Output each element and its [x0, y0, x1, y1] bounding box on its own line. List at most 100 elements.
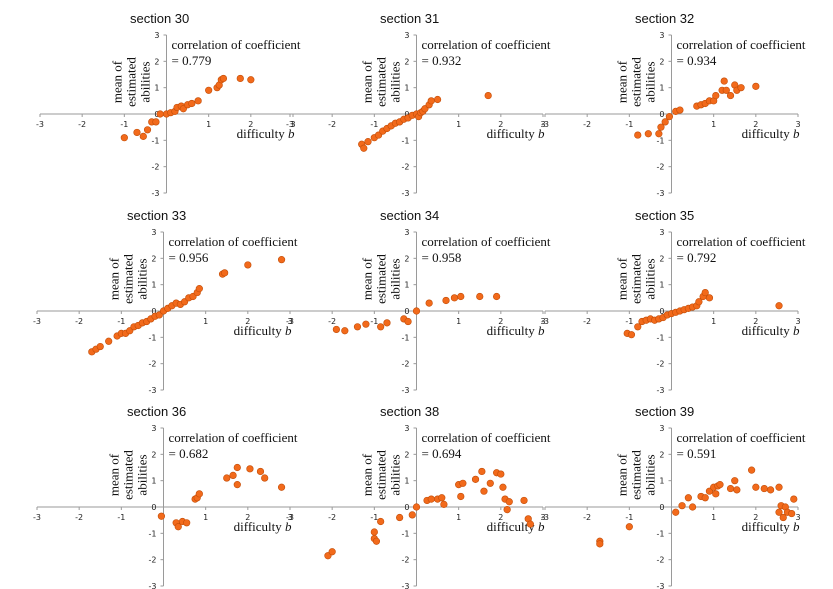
correlation-label: correlation of coefficient [422, 37, 551, 52]
y-tick-label: -2 [402, 360, 410, 369]
chart-panel-7: section 38 -3 -2 -1 1 2 3 3 2 1 0 -1 -2 -3 mean ofesti… [286, 404, 551, 589]
y-axis-label-line: abilities [135, 454, 150, 495]
data-point [737, 84, 745, 92]
data-point [493, 292, 501, 301]
data-point [408, 511, 416, 519]
x-axis-label-word: difficulty [487, 323, 538, 338]
x-tick-label: 1 [711, 120, 716, 129]
y-tick-label: 3 [404, 424, 409, 433]
x-tick-label: 3 [795, 120, 800, 129]
chart-title: section 34 [380, 208, 439, 223]
y-axis-label: mean ofestimatedabilities [615, 57, 658, 107]
data-point [684, 494, 692, 502]
data-point [223, 474, 231, 482]
data-point [233, 463, 241, 472]
y-tick-label: 3 [659, 424, 664, 433]
y-tick-label: 3 [151, 228, 156, 237]
data-point [277, 483, 286, 491]
chart-panel-8: section 39 -3 -2 -1 1 2 3 3 2 1 0 -1 -2 -3 mean ofesti… [541, 404, 806, 589]
y-axis-label-line: estimated [121, 450, 136, 500]
data-point [246, 465, 254, 473]
y-axis-label-line: mean of [110, 60, 125, 103]
y-axis-label: mean ofestimatedabilities [615, 450, 658, 500]
x-tick-label: 1 [206, 120, 211, 129]
x-tick-label: 2 [753, 513, 758, 522]
data-point [277, 256, 286, 264]
data-point [236, 74, 244, 83]
y-axis-label-line: mean of [360, 453, 375, 496]
x-axis-label: difficulty b [234, 519, 292, 534]
x-tick-label: 1 [456, 513, 461, 522]
x-tick-label: 1 [711, 317, 716, 326]
y-axis-label-line: mean of [615, 453, 630, 496]
data-point [205, 86, 213, 94]
y-tick-label: -1 [657, 333, 665, 342]
x-tick-label: -2 [583, 317, 591, 326]
data-point [678, 502, 686, 510]
data-point [120, 134, 128, 142]
x-tick-label: -1 [120, 120, 128, 129]
data-point [665, 113, 673, 121]
y-axis-label-line: estimated [374, 57, 389, 107]
data-point [705, 294, 714, 302]
correlation-value: = 0.934 [677, 53, 717, 68]
x-axis-label: difficulty b [742, 126, 800, 141]
y-tick-label: 1 [151, 281, 156, 290]
y-tick-label: 1 [404, 281, 409, 290]
data-point [775, 508, 783, 516]
y-axis-label-line: abilities [643, 258, 658, 299]
y-tick-label: -1 [657, 529, 665, 538]
y-tick-label: -1 [402, 529, 410, 538]
data-point [427, 97, 435, 105]
data-point [440, 500, 448, 508]
y-tick-label: 1 [659, 477, 664, 486]
x-axis-label-word: difficulty [487, 126, 538, 141]
y-axis-label-line: mean of [360, 257, 375, 300]
x-tick-label: 2 [248, 120, 253, 129]
data-point [261, 474, 269, 482]
correlation-value: = 0.694 [422, 446, 462, 461]
data-point [499, 483, 507, 491]
x-tick-label: -3 [541, 120, 549, 129]
y-tick-label: 3 [404, 228, 409, 237]
correlation-label: correlation of coefficient [677, 234, 806, 249]
data-point [471, 475, 480, 483]
correlation-value: = 0.932 [422, 53, 462, 68]
correlation-label: correlation of coefficient [422, 234, 551, 249]
data-point [341, 327, 349, 335]
x-tick-label: -1 [625, 317, 633, 326]
chart-title: section 31 [380, 11, 439, 26]
x-tick-label: -3 [286, 120, 294, 129]
data-point [526, 520, 534, 528]
data-point [377, 517, 385, 526]
data-point [627, 331, 636, 339]
y-tick-label: -3 [402, 582, 410, 589]
y-axis-label-line: abilities [138, 61, 153, 102]
y-tick-label: 0 [151, 503, 156, 512]
data-point [695, 298, 703, 306]
data-point [195, 490, 203, 498]
data-point [425, 299, 433, 307]
data-point [775, 483, 783, 491]
x-axis-label-word: difficulty [742, 519, 793, 534]
data-point [372, 537, 381, 545]
chart-panel-1: section 31 -3 -2 -1 1 2 3 3 2 1 0 -1 -2 -3 mean ofesti… [286, 11, 551, 198]
y-axis-label-line: abilities [388, 454, 403, 495]
y-tick-label: 1 [154, 84, 159, 93]
y-axis-label: mean ofestimatedabilities [360, 254, 403, 304]
data-point [497, 470, 505, 478]
correlation-value: = 0.779 [172, 53, 212, 68]
y-axis-label: mean ofestimatedabilities [107, 450, 150, 500]
x-axis-label-variable: b [285, 323, 292, 338]
x-tick-label: -3 [286, 513, 294, 522]
correlation-label: correlation of coefficient [169, 234, 298, 249]
x-tick-label: -1 [370, 120, 378, 129]
y-tick-label: -3 [152, 189, 160, 198]
chart-panel-6: section 36 -3 -2 -1 1 2 3 3 2 1 0 -1 -2 -3 mean ofesti… [33, 404, 298, 589]
data-point [139, 132, 147, 140]
y-axis-label-line: abilities [643, 454, 658, 495]
y-axis-label: mean ofestimatedabilities [110, 57, 153, 107]
y-tick-label: -1 [402, 136, 410, 145]
y-tick-label: 2 [404, 450, 409, 459]
y-axis-label: mean ofestimatedabilities [615, 254, 658, 304]
